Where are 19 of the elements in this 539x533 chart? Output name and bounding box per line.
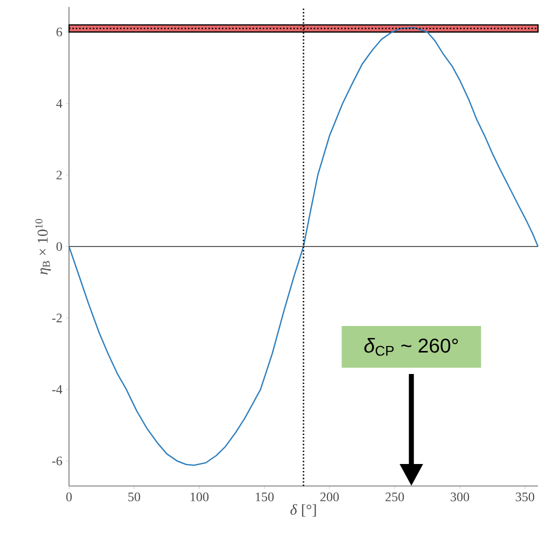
x-tick-label: 300 (450, 492, 470, 502)
annotation: δ$_{CP}$ ~ 260° (364, 338, 458, 356)
x-tick-label: 100 (190, 492, 209, 502)
x-tick-label: 0 (66, 492, 72, 502)
y-tick-label: 4 (56, 99, 62, 108)
y-tick-label: 2 (56, 170, 62, 180)
y-tick-label: -2 (52, 314, 62, 322)
y-tick-label: -6 (52, 456, 62, 466)
x-tick-label: 150 (256, 492, 274, 502)
y-tick-label: 0 (56, 242, 62, 251)
x-tick-label: 250 (386, 492, 404, 502)
x-tick-label: 50 (128, 492, 140, 502)
x-axis-title: δ [°] (290, 504, 316, 517)
y-tick-label: 6 (56, 28, 62, 36)
x-tick-label: 350 (516, 492, 534, 502)
x-tick-label: 200 (320, 492, 339, 502)
y-axis-title: η$_{B}$ × 10$^{10}$ (35, 218, 51, 274)
line-series (68, 27, 539, 466)
y-tick-label: -4 (52, 385, 62, 394)
